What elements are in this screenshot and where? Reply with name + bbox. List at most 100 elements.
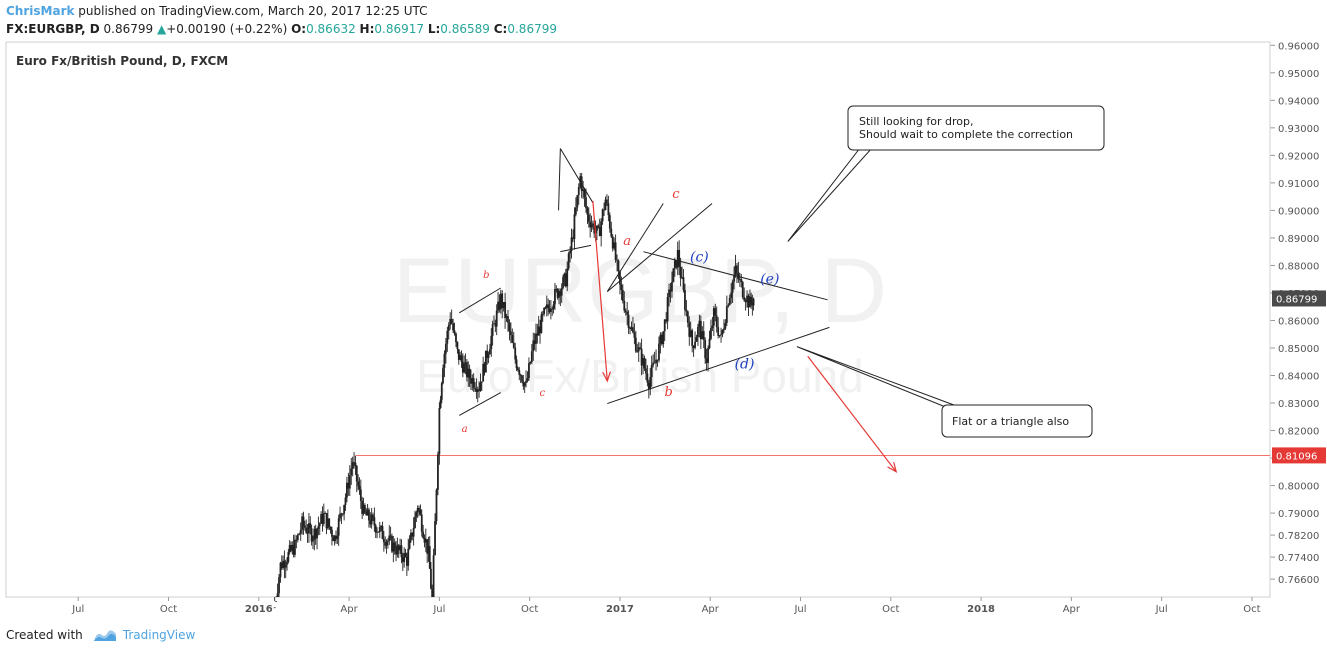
candle-body: [385, 541, 388, 546]
candle-body: [671, 282, 673, 292]
candle-body: [632, 327, 634, 333]
candle-body: [544, 307, 547, 309]
candle-body: [692, 345, 695, 348]
candle-body: [655, 359, 657, 364]
candle-body: [539, 326, 541, 333]
trendline: [643, 251, 828, 301]
candle-body: [737, 272, 740, 280]
candle-body: [649, 376, 652, 389]
candle-body: [519, 374, 522, 376]
candle-body: [459, 355, 462, 360]
candle-body: [332, 536, 335, 542]
level-price-tag-label: 0.81096: [1276, 451, 1317, 462]
last-price: 0.86799: [103, 22, 154, 36]
wave-label: b: [665, 385, 673, 400]
y-tick-label: 0.93000: [1278, 124, 1319, 135]
candle-body: [629, 328, 631, 329]
change-arrow-icon: ▲: [157, 22, 167, 36]
symbol-label[interactable]: FX:EURGBP, D: [6, 22, 100, 36]
candle-body: [431, 588, 434, 597]
candle-body: [752, 298, 755, 306]
candle-body: [576, 195, 579, 208]
candle-body: [392, 542, 395, 552]
candle-body: [333, 535, 336, 542]
candle-body: [444, 343, 447, 354]
candle-body: [593, 223, 596, 234]
candle-body: [751, 302, 754, 306]
candle-body: [291, 545, 294, 551]
candle-body: [389, 535, 392, 537]
candle-body: [353, 462, 355, 463]
callout-triangle: Flat or a triangle also: [796, 346, 1093, 438]
candle-body: [351, 462, 354, 469]
y-tick-label: 0.76600: [1278, 575, 1319, 586]
watermark-symbol: EURGBP, D: [393, 240, 887, 342]
y-tick-label: 0.95000: [1278, 69, 1319, 80]
candle-body: [414, 516, 416, 528]
wave-label: a: [462, 424, 468, 435]
candle-body: [518, 370, 521, 375]
candle-body: [368, 509, 370, 521]
x-tick-label: Oct: [160, 604, 177, 615]
candle-body: [533, 340, 536, 344]
candle-body: [600, 221, 603, 237]
candle-body: [499, 293, 502, 310]
candle-body: [294, 539, 296, 555]
candle-body: [627, 314, 630, 329]
candle-body: [461, 361, 464, 373]
candle-body: [604, 199, 607, 211]
candle-body: [673, 260, 676, 269]
candle-body: [400, 545, 403, 558]
wave-label: c: [539, 388, 545, 399]
candle-body: [528, 363, 530, 379]
candle-body: [479, 382, 482, 391]
candle-body: [583, 189, 586, 198]
x-tick-label: Apr: [340, 604, 358, 615]
candle-body: [412, 527, 415, 537]
candle-body: [675, 260, 678, 268]
candle-body: [532, 340, 535, 352]
candle-body: [548, 308, 551, 313]
candle-body: [669, 289, 672, 292]
candle-body: [373, 517, 376, 526]
candle-body: [606, 199, 608, 204]
candle-body: [305, 527, 308, 533]
author-link[interactable]: ChrisMark: [6, 4, 75, 18]
candle-body: [464, 362, 467, 364]
candle-body: [572, 237, 574, 240]
candle-body: [611, 236, 614, 249]
candle-body: [494, 323, 497, 327]
candle-body: [734, 265, 737, 275]
candle-body: [697, 326, 699, 338]
high-value: 0.86917: [374, 22, 425, 36]
candle-body: [586, 208, 589, 215]
candle-body: [536, 333, 539, 336]
x-tick-label: Oct: [1243, 604, 1260, 615]
candle-body: [313, 528, 316, 540]
candle-body: [480, 381, 483, 383]
candle-body: [650, 365, 653, 377]
candle-body: [738, 279, 741, 280]
close-value: 0.86799: [507, 22, 557, 36]
candle-body: [589, 221, 592, 228]
trendline: [607, 326, 830, 405]
tradingview-logo-icon: [93, 630, 116, 641]
wave-label: b: [483, 270, 489, 281]
candle-body: [708, 338, 711, 349]
x-tick-label: Jul: [793, 604, 806, 615]
candle-body: [279, 562, 282, 578]
candle-body: [447, 324, 450, 331]
candle-body: [306, 532, 309, 534]
candle-body: [312, 539, 314, 542]
candle-body: [639, 347, 642, 349]
candle-body: [478, 389, 480, 391]
candle-body: [701, 331, 704, 340]
candle-body: [743, 297, 746, 301]
candle-body: [509, 331, 512, 336]
candle-body: [423, 537, 426, 543]
candle-body: [603, 209, 605, 211]
tradingview-brand-link[interactable]: TradingView: [122, 628, 196, 642]
candle-body: [329, 526, 332, 530]
candle-body: [502, 302, 505, 309]
